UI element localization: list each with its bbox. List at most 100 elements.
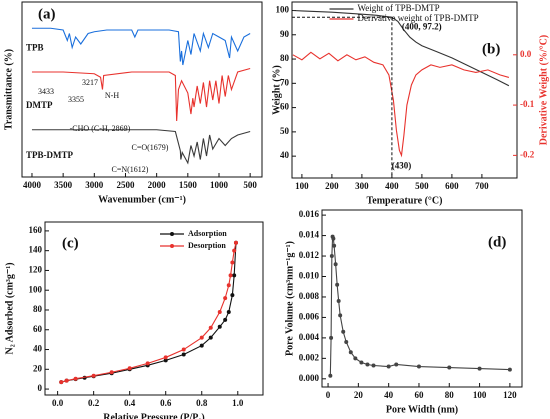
x-tick-label: 1.0 bbox=[232, 398, 244, 408]
data-point bbox=[223, 317, 228, 322]
x-tick-label: 0.8 bbox=[196, 398, 208, 408]
data-point bbox=[348, 350, 353, 355]
data-point bbox=[91, 373, 96, 378]
legend-label: Weight of TPB-DMTP bbox=[358, 3, 440, 13]
data-point bbox=[181, 352, 186, 357]
x-tick-label: 100 bbox=[473, 390, 487, 400]
data-point bbox=[64, 378, 69, 383]
panel-label: (d) bbox=[488, 234, 506, 250]
y-tick-label: 60 bbox=[280, 102, 290, 112]
data-point bbox=[416, 364, 421, 369]
y-tick-label: 0.004 bbox=[299, 332, 320, 342]
series-line bbox=[61, 242, 237, 383]
y-tick-label: 100 bbox=[276, 5, 290, 15]
series-line bbox=[31, 67, 251, 122]
plot-frame bbox=[21, 1, 263, 178]
data-point bbox=[332, 243, 337, 248]
data-point bbox=[333, 262, 338, 267]
series-line bbox=[292, 51, 510, 158]
y-tick-label: 0.010 bbox=[299, 271, 320, 281]
data-point bbox=[145, 361, 150, 366]
x-tick-label: 200 bbox=[325, 181, 339, 191]
data-point bbox=[127, 366, 132, 371]
legend-label: Desorption bbox=[188, 241, 226, 250]
series-label: TPB bbox=[26, 42, 44, 52]
data-point bbox=[359, 360, 364, 365]
x-tick-label: 4000 bbox=[23, 180, 42, 190]
x-tick-label: 700 bbox=[475, 181, 489, 191]
x-tick-label: 60 bbox=[414, 390, 424, 400]
y-tick-label: 40 bbox=[33, 344, 43, 354]
annotation: (430) bbox=[392, 160, 412, 170]
y-tick-label: 0.008 bbox=[299, 291, 320, 301]
data-point bbox=[208, 325, 213, 330]
annotation: N-H bbox=[105, 91, 119, 100]
annotation: C=N(1612) bbox=[111, 165, 148, 174]
x-tick-label: 1500 bbox=[179, 180, 198, 190]
data-point bbox=[181, 347, 186, 352]
y2-tick-label: -0.2 bbox=[520, 149, 535, 159]
x-tick-label: 600 bbox=[445, 181, 459, 191]
data-point bbox=[341, 329, 346, 334]
y-tick-label: 0.014 bbox=[299, 230, 320, 240]
series-line bbox=[31, 27, 251, 66]
series-line bbox=[329, 236, 510, 376]
data-point bbox=[335, 282, 340, 287]
y-tick-label: 50 bbox=[280, 126, 290, 136]
x-tick-label: 120 bbox=[503, 390, 517, 400]
data-point bbox=[232, 273, 237, 278]
x-axis-label: Wavenumber (cm⁻¹) bbox=[98, 194, 186, 205]
data-point bbox=[394, 362, 399, 367]
data-point bbox=[73, 376, 78, 381]
data-point bbox=[232, 248, 237, 253]
x-tick-label: 40 bbox=[384, 390, 394, 400]
y-tick-label: 0.002 bbox=[299, 352, 320, 362]
data-point bbox=[338, 313, 343, 318]
data-point bbox=[228, 273, 233, 278]
data-point bbox=[386, 364, 391, 369]
data-point bbox=[507, 367, 512, 372]
legend-marker bbox=[170, 232, 174, 236]
data-point bbox=[233, 240, 238, 245]
data-point bbox=[217, 309, 222, 314]
x-tick-label: 0 bbox=[326, 390, 331, 400]
data-point bbox=[230, 260, 235, 265]
x-tick-label: 300 bbox=[355, 181, 369, 191]
x-tick-label: 1000 bbox=[210, 180, 229, 190]
x-tick-label: 400 bbox=[385, 181, 399, 191]
data-point bbox=[336, 299, 341, 304]
panel-label: (b) bbox=[482, 41, 500, 57]
y-axis-label: Pore Volume (cm³nm⁻¹g⁻¹) bbox=[284, 241, 295, 356]
annotation: C=O(1679) bbox=[132, 143, 169, 152]
annotation: 3433 bbox=[38, 87, 54, 96]
y-tick-label: 80 bbox=[280, 53, 290, 63]
y-tick-label: 120 bbox=[29, 265, 43, 275]
x-tick-label: 20 bbox=[354, 390, 364, 400]
x-tick-label: 0.0 bbox=[52, 398, 64, 408]
data-point bbox=[365, 362, 370, 367]
data-point bbox=[199, 335, 204, 340]
x-axis-label: Relative Pressure (P/P₀) bbox=[103, 412, 204, 419]
panel-label: (a) bbox=[38, 6, 56, 22]
data-point bbox=[329, 335, 334, 340]
y-tick-label: 140 bbox=[29, 245, 43, 255]
data-point bbox=[163, 355, 168, 360]
data-point bbox=[230, 293, 235, 298]
y2-tick-label: -0.1 bbox=[520, 99, 535, 109]
y-axis-label: Transmittance (%) bbox=[3, 49, 14, 130]
x-axis-label: Temperature (°C) bbox=[367, 195, 443, 206]
data-point bbox=[59, 380, 64, 385]
y-axis-label: Weight (%) bbox=[271, 65, 282, 115]
x-tick-label: 0.4 bbox=[124, 398, 136, 408]
annotation: -CHO (C-H, 2869) bbox=[70, 124, 131, 133]
plot-frame bbox=[291, 1, 518, 179]
y-tick-label: 60 bbox=[33, 324, 43, 334]
data-point bbox=[199, 343, 204, 348]
y-tick-label: 40 bbox=[280, 150, 290, 160]
data-point bbox=[163, 358, 168, 363]
x-tick-label: 80 bbox=[445, 390, 455, 400]
y-tick-label: 100 bbox=[29, 284, 43, 294]
y-tick-label: 70 bbox=[280, 77, 290, 87]
x-tick-label: 0.2 bbox=[88, 398, 100, 408]
x-tick-label: 100 bbox=[295, 181, 309, 191]
